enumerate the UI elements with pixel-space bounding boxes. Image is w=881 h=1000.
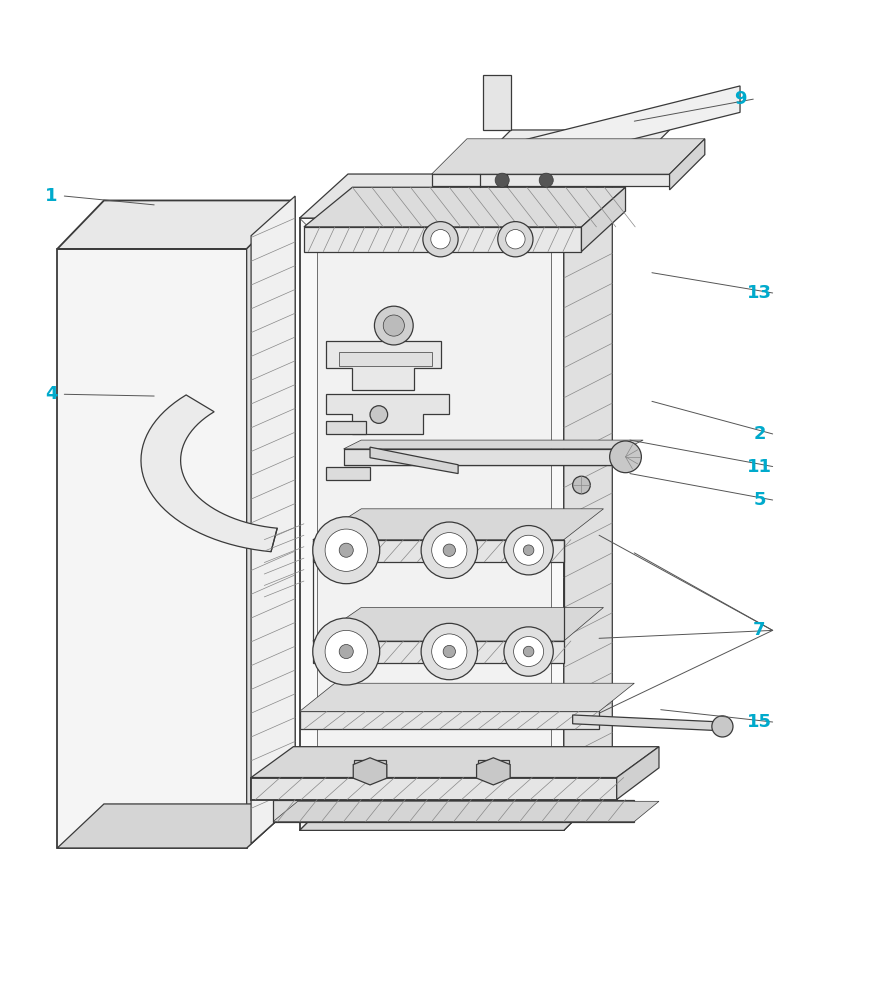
Text: 2: 2 (753, 425, 766, 443)
Polygon shape (251, 747, 659, 778)
Text: 7: 7 (753, 621, 766, 639)
Polygon shape (483, 75, 511, 130)
Polygon shape (432, 139, 705, 174)
Circle shape (610, 441, 641, 473)
Circle shape (504, 627, 553, 676)
Circle shape (421, 522, 478, 578)
Circle shape (432, 634, 467, 669)
Polygon shape (273, 800, 634, 822)
Polygon shape (300, 683, 634, 711)
Circle shape (498, 222, 533, 257)
Polygon shape (313, 607, 603, 641)
Polygon shape (300, 218, 564, 830)
Polygon shape (304, 227, 581, 252)
Circle shape (431, 230, 450, 249)
Polygon shape (493, 86, 740, 174)
Circle shape (504, 526, 553, 575)
Polygon shape (313, 509, 603, 540)
Polygon shape (304, 187, 626, 227)
Polygon shape (313, 540, 564, 562)
Circle shape (506, 230, 525, 249)
Polygon shape (300, 711, 599, 729)
Circle shape (495, 173, 509, 187)
Polygon shape (326, 341, 440, 390)
Polygon shape (300, 782, 612, 830)
Circle shape (443, 645, 455, 658)
Polygon shape (581, 187, 626, 252)
Circle shape (339, 644, 353, 659)
Circle shape (313, 517, 380, 584)
Text: 13: 13 (747, 284, 772, 302)
Circle shape (370, 406, 388, 423)
Circle shape (514, 535, 544, 565)
Polygon shape (478, 760, 509, 778)
Polygon shape (251, 196, 295, 844)
Text: 4: 4 (45, 385, 57, 403)
Polygon shape (477, 758, 510, 785)
Polygon shape (344, 440, 643, 449)
Circle shape (523, 646, 534, 657)
Polygon shape (313, 641, 564, 663)
Circle shape (339, 543, 353, 557)
Text: 1: 1 (45, 187, 57, 205)
Circle shape (523, 545, 534, 556)
Polygon shape (467, 130, 670, 174)
Polygon shape (326, 394, 449, 434)
Polygon shape (670, 139, 705, 190)
Text: 15: 15 (747, 713, 772, 731)
Circle shape (325, 529, 367, 571)
Polygon shape (57, 200, 295, 249)
Polygon shape (57, 249, 247, 848)
Circle shape (374, 306, 413, 345)
Polygon shape (370, 447, 458, 474)
Circle shape (539, 173, 553, 187)
Polygon shape (354, 760, 386, 778)
Polygon shape (317, 236, 551, 813)
Circle shape (421, 623, 478, 680)
Circle shape (432, 533, 467, 568)
Circle shape (573, 476, 590, 494)
Polygon shape (273, 801, 659, 822)
Text: 9: 9 (734, 90, 746, 108)
Polygon shape (573, 715, 722, 731)
Polygon shape (339, 352, 432, 366)
Circle shape (423, 222, 458, 257)
Polygon shape (344, 449, 626, 465)
Text: 5: 5 (753, 491, 766, 509)
Circle shape (514, 637, 544, 667)
Polygon shape (432, 174, 670, 186)
Text: 11: 11 (747, 458, 772, 476)
Circle shape (712, 716, 733, 737)
Circle shape (383, 315, 404, 336)
Polygon shape (617, 747, 659, 800)
Polygon shape (300, 174, 612, 218)
Polygon shape (247, 200, 295, 848)
Polygon shape (251, 778, 617, 800)
Polygon shape (353, 758, 387, 785)
Polygon shape (564, 174, 612, 830)
Circle shape (313, 618, 380, 685)
Circle shape (325, 630, 367, 673)
Polygon shape (141, 395, 278, 552)
Polygon shape (326, 467, 370, 480)
Polygon shape (326, 421, 366, 434)
Circle shape (443, 544, 455, 556)
Polygon shape (57, 804, 295, 848)
